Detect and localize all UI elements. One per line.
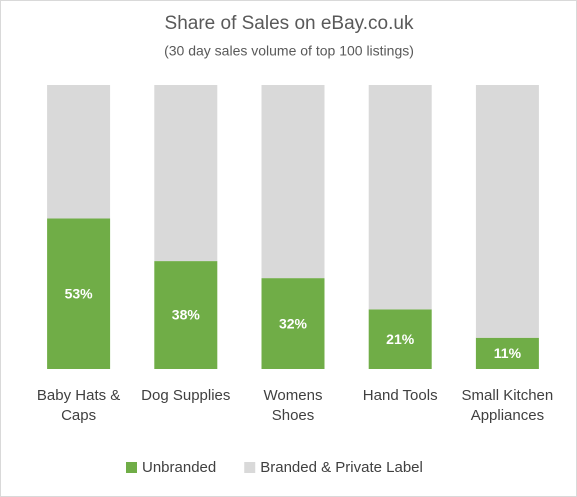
- data-label: 38%: [172, 307, 201, 323]
- bar-segment: [368, 309, 432, 369]
- x-tick-label: Baby Hats & Caps: [36, 387, 121, 424]
- bar-segment: [261, 85, 325, 279]
- bar-segment: [475, 85, 539, 338]
- bar-segment: [47, 85, 111, 219]
- chart-subtitle: (30 day sales volume of top 100 listings…: [164, 43, 414, 59]
- bar-segment: [475, 337, 539, 369]
- bar-segment: [47, 218, 111, 369]
- x-tick-label: Small Kitchen Appliances: [461, 387, 554, 424]
- bar-segment: [154, 261, 218, 369]
- chart-title: Share of Sales on eBay.co.uk: [165, 13, 414, 34]
- bar-segment: [154, 85, 218, 262]
- data-label: 53%: [65, 285, 94, 301]
- bar-segment: [261, 278, 325, 369]
- data-label: 32%: [279, 315, 308, 331]
- legend-swatch: [126, 462, 137, 473]
- legend-label: Branded & Private Label: [260, 459, 423, 476]
- x-tick-label: Hand Tools: [362, 387, 438, 404]
- data-label: 21%: [386, 331, 415, 347]
- legend-label: Unbranded: [142, 459, 216, 476]
- bar-segment: [368, 85, 432, 310]
- x-tick-label: Dog Supplies: [141, 387, 231, 404]
- legend-swatch: [244, 462, 256, 473]
- x-tick-label: Womens Shoes: [263, 387, 323, 424]
- data-label: 11%: [494, 345, 522, 361]
